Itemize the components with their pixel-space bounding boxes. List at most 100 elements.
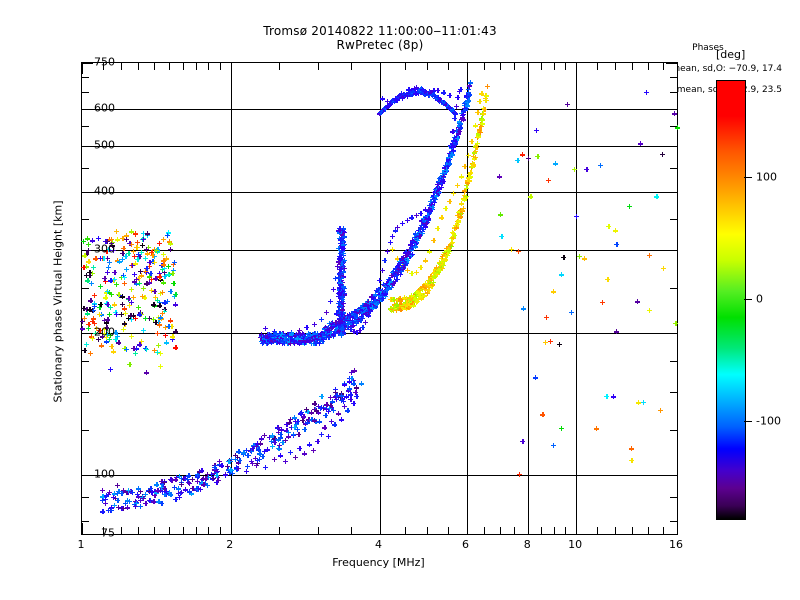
phase-statistics-header: Phases [692, 43, 724, 53]
data-point [155, 343, 161, 348]
data-point [122, 345, 128, 351]
data-point [337, 227, 343, 233]
data-point [100, 509, 106, 515]
data-point [249, 460, 255, 466]
data-point [629, 458, 635, 463]
data-point [614, 241, 620, 247]
data-point [256, 457, 262, 462]
data-point [254, 443, 260, 449]
data-point [326, 405, 332, 411]
data-point [497, 174, 503, 180]
y-tick [670, 77, 677, 79]
data-point [266, 332, 272, 337]
data-point [157, 315, 163, 321]
data-point [171, 280, 177, 286]
data-point [99, 334, 105, 340]
data-point [241, 450, 247, 456]
y-tick-label: 300 [94, 242, 115, 256]
data-point [450, 148, 456, 154]
data-point [168, 476, 174, 482]
x-tick [317, 527, 319, 534]
x-tick [102, 527, 104, 534]
data-point [285, 429, 291, 435]
colorbar-tick-label: -100 [756, 414, 781, 428]
data-point [316, 419, 322, 425]
data-point [577, 254, 582, 260]
data-point [308, 410, 314, 416]
data-point [142, 255, 148, 261]
data-point [157, 303, 163, 309]
data-point [338, 332, 344, 338]
data-point [339, 237, 344, 243]
data-point [135, 251, 141, 257]
x-tick [121, 63, 123, 70]
data-point [170, 334, 176, 340]
data-point [269, 438, 275, 444]
data-point [160, 237, 166, 242]
data-point [443, 206, 449, 212]
x-tick [82, 523, 83, 534]
data-point [132, 498, 138, 504]
data-point [154, 349, 160, 355]
data-point [558, 272, 564, 278]
data-point [463, 193, 469, 199]
data-point [102, 496, 108, 502]
data-point [111, 302, 117, 308]
data-point [278, 427, 284, 433]
y-tick [82, 63, 93, 64]
data-point [458, 125, 464, 131]
data-point [85, 247, 91, 253]
data-point [342, 318, 348, 324]
data-point [154, 482, 160, 488]
data-point [108, 291, 114, 297]
data-point [452, 233, 458, 238]
x-tick [230, 63, 232, 74]
data-point [275, 429, 281, 435]
x-tick [219, 527, 221, 534]
data-point [100, 487, 105, 493]
data-point [128, 489, 134, 495]
x-tick [138, 63, 140, 70]
data-point [456, 89, 462, 95]
x-tick-label: 2 [226, 538, 234, 551]
data-point [275, 336, 281, 342]
data-point [162, 325, 168, 331]
x-tick [219, 63, 221, 70]
data-point [134, 500, 139, 506]
data-point [363, 319, 369, 325]
data-point [151, 499, 157, 505]
data-point [161, 266, 167, 272]
x-tick [121, 527, 123, 534]
data-point [482, 106, 488, 112]
grid-line-vertical [528, 63, 530, 534]
data-point [455, 94, 461, 100]
data-point [611, 394, 616, 400]
x-tick-label: 4 [375, 538, 382, 551]
data-point [214, 472, 220, 478]
data-point [594, 426, 599, 432]
data-point [392, 228, 398, 234]
data-point [157, 364, 163, 370]
data-point [659, 151, 665, 157]
colorbar [716, 80, 746, 520]
data-point [84, 236, 90, 242]
data-point [460, 206, 466, 211]
data-point [116, 504, 121, 510]
data-point [329, 419, 335, 424]
data-point [300, 417, 306, 423]
x-tick [553, 527, 555, 534]
data-point [422, 207, 428, 213]
x-tick [541, 63, 543, 70]
data-point [409, 271, 415, 276]
data-point [141, 230, 146, 236]
data-point [551, 289, 556, 295]
x-tick [514, 527, 516, 534]
data-point [261, 432, 267, 438]
data-point [93, 256, 99, 262]
data-point [467, 92, 473, 98]
data-point [447, 198, 453, 204]
data-point [357, 327, 363, 333]
y-tick [82, 392, 89, 394]
data-point [499, 233, 505, 239]
data-point [107, 366, 113, 372]
